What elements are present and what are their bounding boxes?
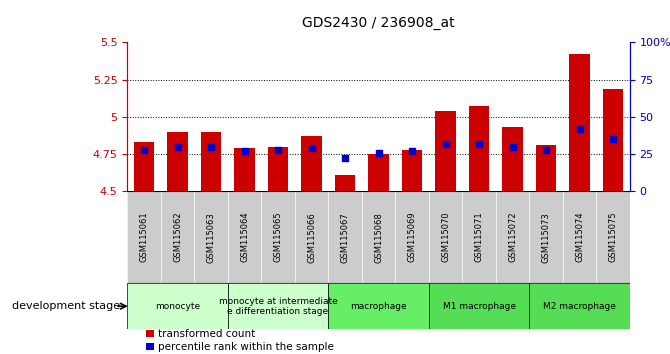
Text: M2 macrophage: M2 macrophage bbox=[543, 302, 616, 311]
Bar bbox=[369, 154, 389, 191]
Bar bbox=[570, 55, 590, 191]
Point bbox=[273, 147, 283, 152]
Text: GSM115072: GSM115072 bbox=[508, 212, 517, 263]
Point bbox=[608, 136, 618, 142]
Text: GSM115068: GSM115068 bbox=[374, 212, 383, 263]
Text: GSM115066: GSM115066 bbox=[307, 212, 316, 263]
Legend: transformed count, percentile rank within the sample: transformed count, percentile rank withi… bbox=[146, 329, 334, 352]
Text: GSM115061: GSM115061 bbox=[139, 212, 149, 263]
Point bbox=[574, 126, 585, 132]
Bar bbox=[429, 283, 529, 329]
Point bbox=[507, 144, 518, 149]
Text: GSM115063: GSM115063 bbox=[206, 212, 216, 263]
Text: GSM115065: GSM115065 bbox=[273, 212, 283, 263]
Bar bbox=[228, 283, 328, 329]
Text: GDS2430 / 236908_at: GDS2430 / 236908_at bbox=[302, 16, 455, 30]
Text: M1 macrophage: M1 macrophage bbox=[443, 302, 515, 311]
Text: monocyte at intermediate
e differentiation stage: monocyte at intermediate e differentiati… bbox=[218, 297, 338, 316]
Point bbox=[139, 147, 149, 152]
Bar bbox=[127, 283, 228, 329]
Bar bbox=[302, 136, 322, 191]
Text: GSM115070: GSM115070 bbox=[441, 212, 450, 263]
Text: GSM115067: GSM115067 bbox=[340, 212, 350, 263]
Bar bbox=[603, 88, 623, 191]
Bar bbox=[436, 111, 456, 191]
Bar bbox=[201, 132, 221, 191]
Text: GSM115075: GSM115075 bbox=[608, 212, 618, 263]
Point bbox=[206, 144, 216, 149]
Text: GSM115071: GSM115071 bbox=[474, 212, 484, 263]
Point bbox=[373, 150, 384, 155]
Bar bbox=[402, 149, 422, 191]
Point bbox=[541, 147, 551, 152]
Text: GSM115064: GSM115064 bbox=[240, 212, 249, 263]
Point bbox=[474, 141, 484, 147]
Bar bbox=[168, 132, 188, 191]
Point bbox=[239, 148, 250, 154]
Bar bbox=[529, 283, 630, 329]
Text: monocyte: monocyte bbox=[155, 302, 200, 311]
Bar bbox=[134, 142, 154, 191]
Text: GSM115062: GSM115062 bbox=[173, 212, 182, 263]
Bar bbox=[536, 145, 556, 191]
Point bbox=[440, 141, 451, 147]
Text: GSM115073: GSM115073 bbox=[541, 212, 551, 263]
Bar bbox=[268, 147, 288, 191]
Text: GSM115074: GSM115074 bbox=[575, 212, 584, 263]
Point bbox=[172, 144, 183, 149]
Bar bbox=[328, 283, 429, 329]
Text: GSM115069: GSM115069 bbox=[407, 212, 417, 263]
Bar bbox=[335, 175, 355, 191]
Point bbox=[340, 156, 350, 161]
Bar bbox=[234, 148, 255, 191]
Bar bbox=[502, 127, 523, 191]
Text: development stage: development stage bbox=[13, 301, 121, 311]
Point bbox=[306, 145, 317, 151]
Point bbox=[407, 148, 417, 154]
Text: macrophage: macrophage bbox=[350, 302, 407, 311]
Bar bbox=[469, 107, 489, 191]
